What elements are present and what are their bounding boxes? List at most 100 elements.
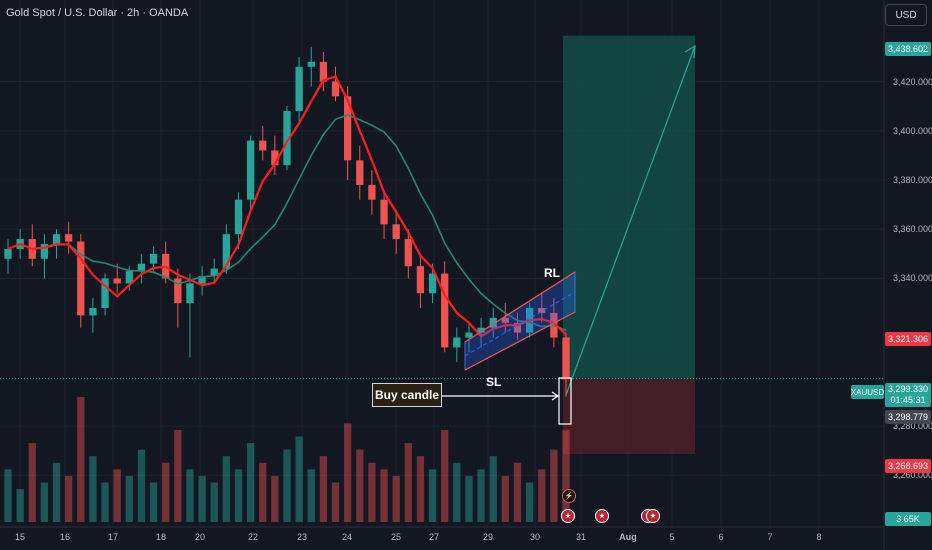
channel-midline (464, 291, 576, 357)
volume-bar (331, 482, 340, 522)
time-tick: 18 (155, 532, 167, 542)
time-tick: 15 (14, 532, 26, 542)
chart-title: Gold Spot / U.S. Dollar · 2h · OANDA (6, 7, 189, 19)
candle-body (137, 263, 146, 272)
candle-body (562, 337, 570, 380)
volume-bar (562, 429, 570, 522)
candle-body (477, 327, 485, 333)
current-price-label: 3,299.330 01:45:31 (885, 383, 931, 407)
stop-loss-zone[interactable] (563, 378, 695, 454)
volume-bar (550, 449, 558, 522)
volume-bar (234, 469, 243, 522)
time-tick: 20 (194, 532, 206, 542)
candle-body (428, 273, 437, 294)
candle-body (465, 332, 473, 338)
flag-icon[interactable]: ★ (646, 509, 660, 523)
volume-bar (525, 482, 534, 522)
volume-bar (113, 469, 121, 522)
sl-label: SL (486, 375, 502, 389)
fast-moving-average (7, 75, 567, 338)
channel-lower-line[interactable] (464, 311, 576, 371)
candle-body (501, 317, 509, 323)
current-price-value: 3,299.330 (887, 384, 929, 394)
price-tick: 3,360.000 (893, 224, 932, 235)
candle-body (40, 244, 49, 259)
price-tick: 3,260.000 (893, 470, 932, 481)
volume-bar (477, 469, 485, 522)
time-tick: 16 (59, 532, 71, 542)
time-tick: Aug (619, 532, 637, 542)
volume-bar (4, 469, 12, 522)
candle-body (259, 140, 267, 151)
candle-body (174, 278, 182, 304)
price-tick: 3,420.000 (893, 76, 932, 87)
target-arrow[interactable] (565, 45, 696, 396)
candle-body (380, 199, 388, 225)
target-zone (0, 35, 884, 454)
countdown-timer: 01:45:31 (890, 395, 926, 405)
target-price-label: 3,438.602 (885, 42, 931, 56)
candle-body (416, 266, 425, 294)
candle-body (368, 184, 376, 200)
volume-bar (465, 475, 473, 522)
volume-bar (222, 456, 230, 522)
entry-price-label: 3,298.779 (885, 410, 931, 424)
candle-body (101, 278, 109, 308)
volume-bar (392, 475, 400, 522)
time-tick: 6 (718, 532, 724, 542)
candle-body (246, 140, 255, 200)
stop-price-label: 3,268.693 (885, 459, 931, 473)
time-tick: 31 (575, 532, 587, 542)
price-tick: 3,280.000 (893, 421, 932, 432)
volume-bars (4, 397, 570, 522)
volume-bar (210, 482, 218, 522)
candle-body (89, 308, 97, 316)
volume-bar (501, 475, 509, 522)
flag-icon[interactable]: ★ (561, 509, 575, 523)
candle-body (392, 224, 400, 240)
candle-body (344, 96, 352, 161)
lightning-icon[interactable]: ⚡ (562, 489, 576, 503)
candle-body (77, 241, 85, 316)
candle-body (234, 199, 243, 235)
candle-body (489, 317, 497, 328)
time-tick: 7 (767, 532, 773, 542)
volume-bar (271, 475, 279, 522)
candle-body (538, 308, 546, 313)
take-profit-zone[interactable] (563, 35, 695, 379)
volume-bar (125, 475, 133, 522)
currency-button[interactable]: USD (885, 4, 927, 26)
candle-body (222, 234, 230, 269)
volume-bar (283, 449, 291, 522)
volume-bar (16, 489, 24, 522)
buy-candle-label[interactable]: Buy candle (372, 383, 442, 407)
volume-bar (246, 443, 255, 522)
time-tick: 24 (341, 532, 353, 542)
volume-bar (162, 462, 170, 522)
volume-bar (368, 462, 376, 522)
buy-candle-highlight[interactable] (558, 377, 572, 425)
channel-upper-line[interactable] (464, 271, 576, 343)
candle-body (52, 234, 61, 244)
candle-body (283, 111, 291, 166)
candle-body (4, 248, 12, 259)
volume-bar (52, 462, 61, 522)
volume-bar (89, 456, 97, 522)
candle-body (404, 239, 412, 267)
volume-bar (149, 482, 158, 522)
volume-bar (174, 429, 182, 522)
rl-label: RL (544, 266, 560, 280)
candle-body (65, 234, 73, 242)
time-tick: 23 (296, 532, 308, 542)
candle-body (125, 271, 133, 284)
volume-bar (319, 456, 328, 522)
candle-body (453, 337, 461, 348)
volume-bar (101, 482, 109, 522)
time-tick: 17 (107, 532, 119, 542)
arrow-head (684, 44, 696, 59)
candle-body (331, 81, 340, 97)
flag-icon[interactable]: ★ (595, 509, 609, 523)
volume-bar (307, 469, 315, 522)
candle-body (441, 273, 449, 348)
